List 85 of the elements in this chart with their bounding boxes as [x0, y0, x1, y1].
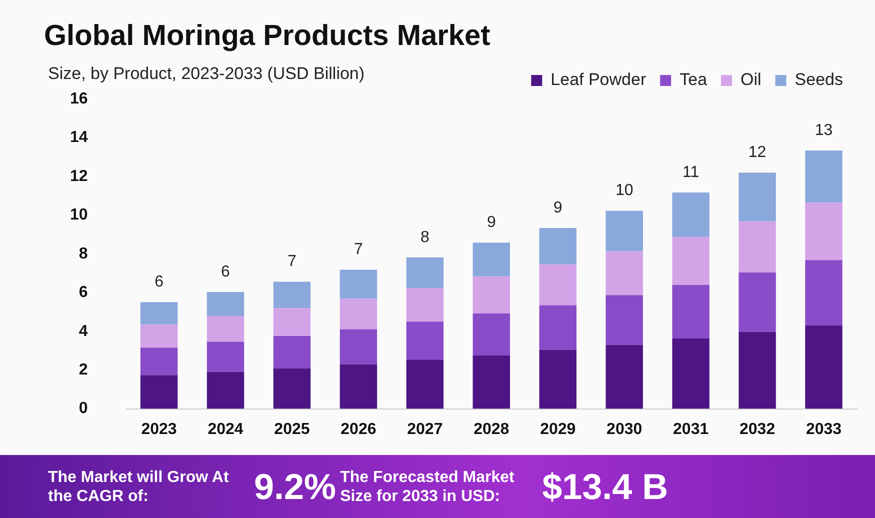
bar [805, 202, 842, 260]
x-tick-label: 2031 [673, 420, 709, 438]
bar [140, 302, 178, 325]
bar [539, 228, 576, 264]
bar [273, 282, 311, 308]
bar [273, 308, 311, 336]
total-label: 6 [221, 263, 230, 280]
bar [140, 324, 178, 348]
legend-label: Seeds [794, 70, 843, 90]
x-tick-label: 2033 [806, 420, 842, 438]
bar [672, 284, 710, 339]
total-label: 7 [288, 253, 297, 270]
y-tick-label: 0 [78, 400, 88, 418]
legend-label: Oil [740, 70, 762, 90]
bar [805, 150, 842, 203]
x-tick-label: 2028 [474, 420, 510, 438]
bar [539, 305, 576, 350]
bar [406, 360, 444, 409]
x-tick-label: 2029 [540, 420, 576, 438]
bar [340, 298, 378, 330]
bar [472, 242, 510, 276]
bar [140, 348, 178, 376]
total-label: 9 [553, 199, 562, 216]
bar [206, 342, 244, 372]
x-tick-label: 2024 [208, 420, 244, 438]
bar [340, 364, 378, 409]
text: $13.4 B [542, 466, 668, 508]
y-tick-label: 14 [70, 129, 88, 146]
bar [406, 288, 444, 322]
y-tick-label: 6 [78, 284, 88, 302]
bar [606, 210, 643, 252]
bar [539, 350, 576, 409]
bar [340, 270, 378, 299]
bar [672, 338, 710, 409]
bar [606, 251, 643, 296]
bar [472, 313, 510, 356]
bar [738, 221, 776, 272]
bar [340, 329, 378, 364]
bar [206, 372, 244, 409]
x-tick-label: 2027 [407, 420, 443, 438]
total-label: 13 [814, 122, 833, 139]
y-tick-label: 2 [78, 361, 88, 378]
chart-subtitle: Size, by Product, 2023-2033 (USD Billion) [48, 64, 365, 84]
bar [738, 272, 776, 332]
bar [672, 236, 710, 285]
total-label: 12 [748, 144, 766, 161]
total-label: 10 [615, 182, 634, 200]
total-label: 8 [420, 228, 430, 246]
bar [738, 332, 776, 409]
bar [472, 356, 510, 409]
bar [406, 257, 444, 288]
bar [672, 192, 710, 237]
bar [206, 292, 244, 316]
text: The Market will Grow At the CAGR of: [48, 468, 230, 506]
y-tick-label: 12 [70, 168, 88, 185]
bar [606, 295, 643, 345]
total-label: 11 [682, 164, 700, 181]
y-tick-label: 8 [78, 245, 88, 262]
text: 9.2% [254, 466, 336, 508]
bar [472, 276, 510, 314]
bar [406, 322, 444, 360]
bar [606, 344, 643, 409]
legend-label: Tea [680, 70, 708, 90]
legend-label: Leaf Powder [550, 70, 646, 90]
y-tick-label: 10 [70, 206, 88, 224]
bar [738, 172, 776, 222]
total-label: 6 [154, 274, 164, 291]
y-tick-label: 4 [78, 322, 88, 340]
x-tick-label: 2030 [606, 420, 642, 438]
bar [805, 260, 842, 326]
bar [805, 325, 842, 409]
x-tick-label: 2025 [274, 420, 310, 438]
bar [273, 336, 311, 368]
chart-title: Global Moringa Products Market [44, 20, 490, 53]
text: The Forecasted Market Size for 2033 in USD: [340, 468, 516, 506]
total-label: 7 [354, 241, 363, 258]
bar [273, 368, 311, 409]
x-tick-label: 2023 [141, 420, 177, 438]
bar [206, 316, 244, 342]
x-tick-label: 2032 [739, 420, 776, 438]
total-label: 9 [486, 214, 496, 232]
bar [539, 264, 576, 306]
x-tick-label: 2026 [340, 420, 376, 438]
y-tick-label: 16 [70, 90, 88, 108]
bar [140, 375, 178, 409]
